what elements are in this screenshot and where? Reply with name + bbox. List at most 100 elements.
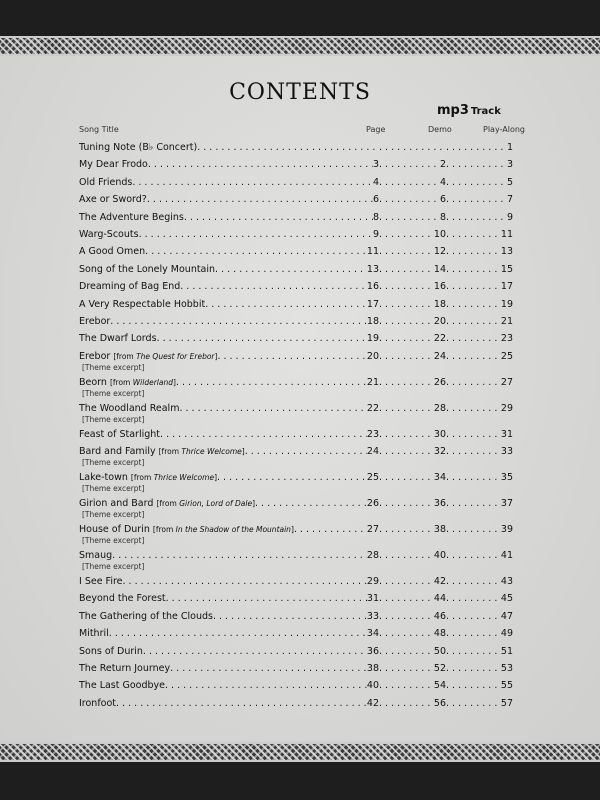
dot-leader	[184, 211, 373, 224]
demo-cell: 28	[379, 402, 446, 415]
dot-leader	[379, 592, 434, 605]
song-name: Smaug	[79, 550, 113, 562]
play-along-cell: 3	[446, 158, 513, 171]
page-number: 17	[366, 298, 379, 310]
dot-leader	[379, 245, 434, 258]
song-title: The Woodland Realm	[79, 402, 179, 415]
dot-leader	[446, 280, 501, 293]
contents-row[interactable]: The Last Goodbye 40 54 55	[79, 679, 513, 696]
mp3-cd-logo: mp3	[437, 103, 469, 118]
source-title: Thrice Welcome	[153, 473, 215, 483]
play-along-cell: 55	[446, 679, 513, 692]
play-along-track: 41	[500, 550, 513, 562]
song-name: Axe or Sword?	[79, 194, 147, 206]
demo-cell: 30	[379, 428, 446, 441]
play-along-track: 1	[506, 142, 513, 153]
demo-track: 36	[433, 498, 446, 510]
title-cell: I See Fire 29	[79, 575, 379, 588]
demo-cell: 42	[379, 575, 446, 588]
contents-row[interactable]: Warg-Scouts 9 10 11	[79, 228, 513, 245]
play-along-cell: 5	[446, 176, 513, 189]
theme-excerpt-note: [Theme excerpt]	[82, 484, 145, 494]
play-along-track: 25	[500, 350, 513, 362]
page-number: 29	[366, 576, 379, 588]
contents-row[interactable]: Girion and Bard [from Girion, Lord of Da…	[79, 497, 513, 523]
song-name: Sons of Durin	[79, 645, 143, 657]
contents-row[interactable]: Lake-town [from Thrice Welcome] 25 [Theme …	[79, 471, 513, 497]
dot-leader	[379, 176, 440, 189]
contents-row[interactable]: Sons of Durin 36 50 51	[79, 645, 513, 662]
contents-row[interactable]: My Dear Frodo 3 2 3	[79, 158, 513, 175]
contents-row[interactable]: Old Friends 4 4 5	[79, 176, 513, 193]
song-title: Song of the Lonely Mountain	[79, 263, 215, 276]
demo-track: 20	[433, 315, 446, 327]
contents-row[interactable]: A Very Respectable Hobbit 17 18 19	[79, 298, 513, 315]
dot-leader	[379, 428, 434, 441]
song-name: Bard and Family	[79, 446, 156, 458]
dot-leader	[170, 662, 367, 675]
song-title: The Return Journey	[79, 662, 170, 675]
song-title: Dreaming of Bag End	[79, 280, 180, 293]
contents-row[interactable]: Erebor 18 20 21	[79, 315, 513, 332]
contents-row[interactable]: House of Durin [from In the Shadow of th…	[79, 523, 513, 549]
contents-row[interactable]: Smaug 28 [Theme excerpt] 40 41	[79, 549, 513, 575]
dot-leader	[446, 141, 507, 154]
page-number: 21	[366, 376, 379, 388]
contents-row[interactable]: Song of the Lonely Mountain 13 14 15	[79, 263, 513, 280]
dot-leader	[197, 141, 379, 154]
demo-track: 34	[433, 472, 446, 484]
title-cell: Lake-town [from Thrice Welcome] 25 [Theme …	[79, 471, 379, 493]
dot-leader	[165, 679, 367, 692]
dot-leader	[255, 497, 367, 510]
contents-row[interactable]: The Return Journey 38 52 53	[79, 662, 513, 679]
dot-leader	[143, 645, 367, 658]
title-cell: Girion and Bard [from Girion, Lord of Da…	[79, 497, 379, 519]
contents-row[interactable]: A Good Omen 11 12 13	[79, 245, 513, 262]
song-title: The Adventure Begins	[79, 211, 184, 224]
dot-leader	[446, 193, 507, 206]
dot-leader	[446, 228, 501, 241]
play-along-cell: 33	[446, 445, 513, 458]
dot-leader	[379, 445, 434, 458]
play-along-cell: 7	[446, 193, 513, 206]
demo-track: 24	[433, 350, 446, 362]
contents-row[interactable]: The Dwarf Lords 19 22 23	[79, 332, 513, 349]
contents-row[interactable]: Bard and Family [from Thrice Welcome] 24 […	[79, 445, 513, 471]
play-along-cell: 1	[446, 141, 513, 154]
contents-row[interactable]: Tuning Note (B♭ Concert) 1	[79, 141, 513, 158]
demo-track: 42	[433, 576, 446, 588]
theme-excerpt-note: [Theme excerpt]	[82, 562, 145, 572]
demo-track: 6	[439, 194, 446, 206]
contents-row[interactable]: Erebor [from The Quest for Erebor] 20 [The…	[79, 350, 513, 376]
demo-cell: 10	[379, 228, 446, 241]
demo-cell: 50	[379, 645, 446, 658]
play-along-track: 53	[500, 663, 513, 675]
play-along-track: 7	[506, 194, 513, 206]
contents-row[interactable]: The Woodland Realm 22 [Theme excerpt] 28 29	[79, 402, 513, 428]
play-along-track: 47	[500, 610, 513, 622]
contents-row[interactable]: Feast of Starlight 23 30 31	[79, 428, 513, 445]
dot-leader	[215, 263, 367, 276]
demo-cell: 54	[379, 679, 446, 692]
contents-row[interactable]: The Gathering of the Clouds 33 46 47	[79, 610, 513, 627]
dot-leader	[446, 679, 501, 692]
play-along-track: 11	[500, 228, 513, 240]
title-cell: Sons of Durin 36	[79, 645, 379, 658]
contents-row[interactable]: Mithril 34 48 49	[79, 627, 513, 644]
source-note: [from Wilderland]	[109, 377, 176, 387]
contents-row[interactable]: The Adventure Begins 8 8 9	[79, 211, 513, 228]
contents-row[interactable]: Ironfoot 42 56 57	[79, 697, 513, 714]
dot-leader	[446, 445, 501, 458]
contents-row[interactable]: Axe or Sword? 6 6 7	[79, 193, 513, 210]
contents-row[interactable]: Dreaming of Bag End 16 16 17	[79, 280, 513, 297]
demo-cell: 38	[379, 523, 446, 536]
page-number: 16	[366, 281, 379, 293]
dot-leader	[379, 315, 434, 328]
song-name: The Gathering of the Clouds	[79, 610, 213, 622]
dot-leader	[379, 193, 440, 206]
contents-row[interactable]: I See Fire 29 42 43	[79, 575, 513, 592]
contents-row[interactable]: Beorn [from Wilderland] 21 [Theme excerpt]…	[79, 376, 513, 402]
contents-row[interactable]: Beyond the Forest 31 44 45	[79, 592, 513, 609]
dot-leader	[294, 523, 367, 536]
title-cell: Bard and Family [from Thrice Welcome] 24 […	[79, 445, 379, 467]
